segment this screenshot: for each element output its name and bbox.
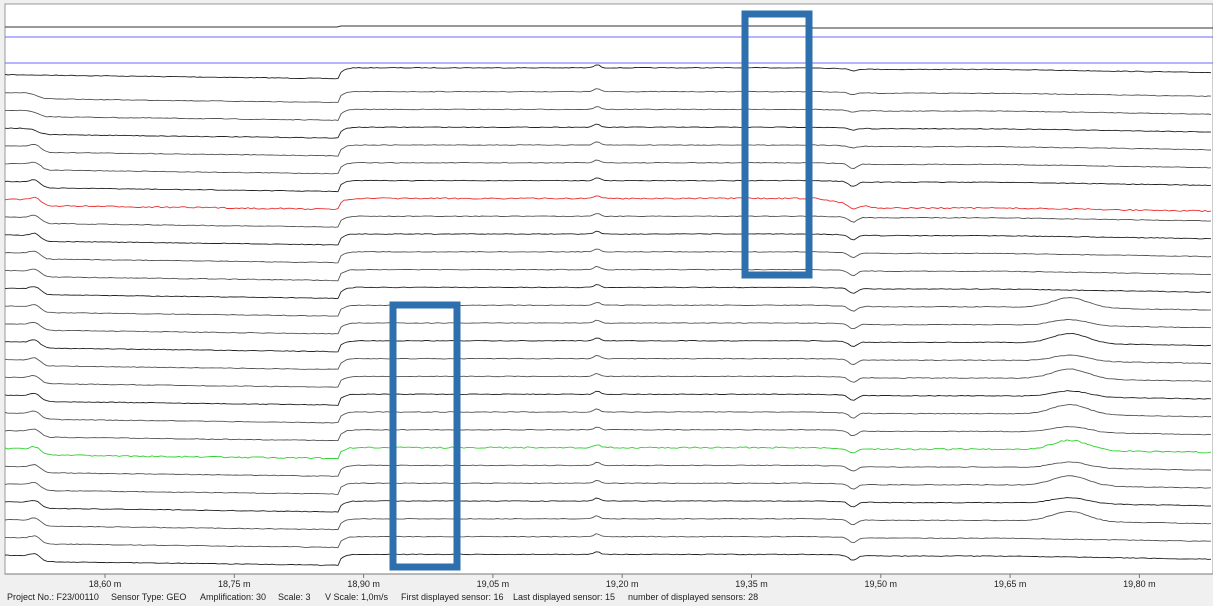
sensor-trace bbox=[4, 195, 1212, 213]
sensor-trace bbox=[4, 141, 1212, 157]
x-tick-label: 19,50 m bbox=[865, 579, 898, 589]
sensor-trace bbox=[4, 390, 1212, 406]
status-item: Scale: 3 bbox=[278, 592, 311, 602]
status-item: Last displayed sensor: 15 bbox=[513, 592, 615, 602]
x-tick-label: 18,75 m bbox=[218, 579, 251, 589]
sensor-trace bbox=[4, 248, 1212, 264]
sensor-trace bbox=[4, 551, 1212, 566]
sensor-trace bbox=[4, 461, 1212, 477]
sensor-trace bbox=[4, 123, 1212, 139]
sensor-trace bbox=[4, 354, 1212, 370]
sensor-trace bbox=[4, 475, 1212, 495]
sensor-trace bbox=[4, 319, 1212, 335]
sensor-trace bbox=[4, 159, 1212, 175]
status-item: First displayed sensor: 16 bbox=[401, 592, 504, 602]
x-tick-label: 19,65 m bbox=[994, 579, 1027, 589]
x-tick-label: 18,60 m bbox=[89, 579, 122, 589]
x-tick-label: 19,20 m bbox=[606, 579, 639, 589]
status-bar: Project No.: F23/00110 Sensor Type: GEO Am… bbox=[7, 592, 758, 602]
x-axis-labels: 18,60 m 18,75 m 18,90 m 19,05 m 19,20 m 19,35… bbox=[89, 574, 1156, 589]
sensor-trace bbox=[4, 284, 1212, 299]
sensor-trace bbox=[4, 439, 1212, 460]
x-tick-label: 18,90 m bbox=[347, 579, 380, 589]
sensor-trace bbox=[5, 230, 1212, 246]
sensor-trace bbox=[5, 533, 1211, 549]
sensor-trace bbox=[4, 510, 1212, 531]
status-item: Project No.: F23/00110 bbox=[7, 592, 99, 602]
status-item: number of displayed sensors: 28 bbox=[628, 592, 758, 602]
highlight-box bbox=[389, 301, 461, 571]
sensor-trace bbox=[5, 297, 1212, 317]
status-item: Sensor Type: GEO bbox=[111, 592, 186, 602]
sensor-trace bbox=[5, 25, 1213, 29]
status-item: V Scale: 1,0m/s bbox=[325, 592, 389, 602]
x-tick-label: 19,80 m bbox=[1123, 579, 1156, 589]
sensor-trace bbox=[4, 426, 1212, 442]
sensor-trace bbox=[5, 106, 1212, 122]
sensor-trace bbox=[4, 213, 1212, 228]
x-tick-label: 19,35 m bbox=[735, 579, 768, 589]
sensor-trace bbox=[4, 403, 1212, 424]
sensor-trace bbox=[4, 88, 1212, 104]
sensor-trace bbox=[4, 332, 1212, 353]
traces bbox=[4, 25, 1213, 566]
sensor-trace bbox=[4, 177, 1212, 193]
sensor-trace bbox=[4, 497, 1212, 513]
status-item: Amplification: 30 bbox=[200, 592, 266, 602]
x-tick-label: 19,05 m bbox=[477, 579, 510, 589]
highlight-box bbox=[741, 10, 813, 279]
sensor-trace bbox=[4, 368, 1212, 388]
sensor-trace bbox=[4, 265, 1212, 282]
sensor-trace bbox=[4, 64, 1212, 80]
